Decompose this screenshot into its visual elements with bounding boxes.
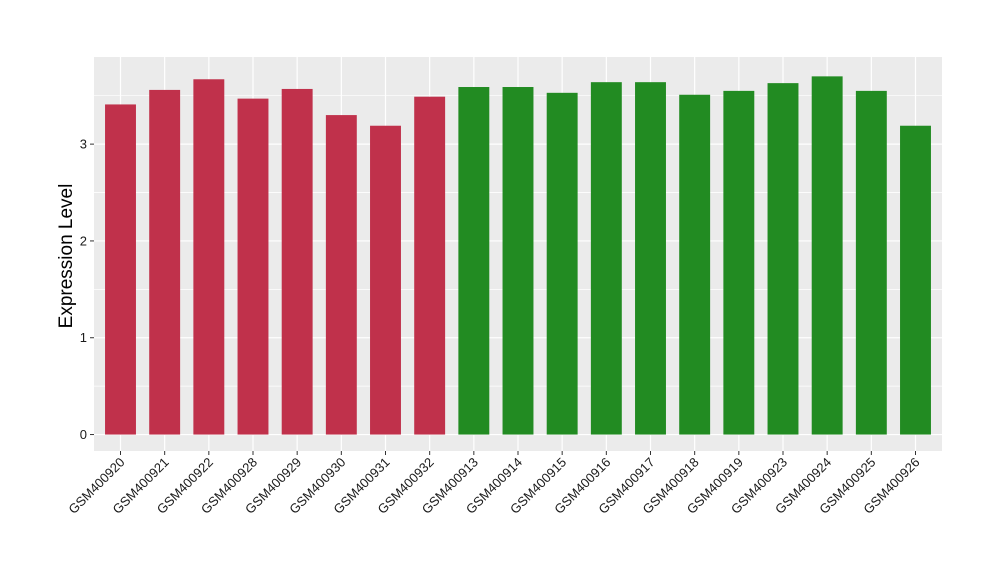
bar-GSM400930: [325, 115, 357, 435]
bar-GSM400920: [105, 104, 136, 435]
bar-GSM400922: [193, 79, 225, 435]
bar-GSM400919: [723, 90, 755, 435]
bar-GSM400925: [855, 90, 887, 435]
y-tick-label: 1: [80, 330, 87, 345]
bar-GSM400921: [149, 89, 181, 435]
bar-GSM400928: [237, 98, 269, 435]
y-tick-label: 0: [80, 427, 87, 442]
bars: [105, 76, 931, 435]
bar-GSM400917: [635, 82, 666, 435]
y-axis-title: Expression Level: [56, 184, 77, 329]
bar-GSM400923: [767, 83, 799, 435]
x-axis: GSM400920GSM400921GSM400922GSM400928GSM4…: [65, 451, 923, 517]
bar-GSM400926: [900, 125, 931, 435]
bar-GSM400916: [590, 82, 622, 435]
bar-GSM400915: [546, 92, 578, 435]
y-axis: 0 1 2 3: [80, 137, 94, 442]
bar-GSM400929: [281, 88, 313, 435]
bar-GSM400924: [811, 76, 843, 435]
bar-GSM400914: [502, 87, 534, 435]
bar-GSM400931: [370, 125, 401, 435]
bar-GSM400932: [414, 96, 446, 435]
y-tick-label: 3: [80, 137, 87, 152]
bar-GSM400913: [458, 87, 490, 435]
y-tick-label: 2: [80, 233, 87, 248]
bar-GSM400918: [679, 94, 711, 435]
